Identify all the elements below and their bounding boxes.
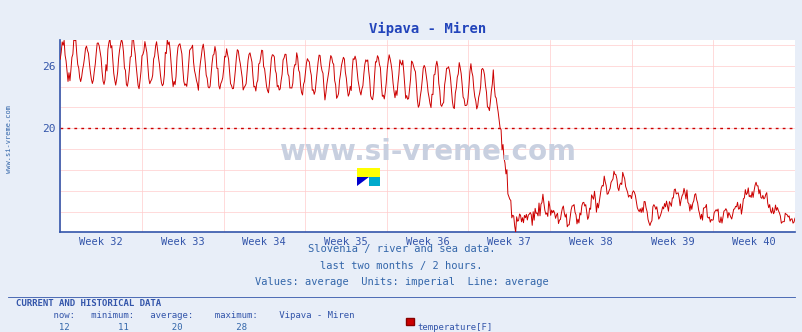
Polygon shape	[357, 168, 379, 177]
Title: Vipava - Miren: Vipava - Miren	[368, 22, 486, 36]
Polygon shape	[357, 177, 368, 186]
Text: www.si-vreme.com: www.si-vreme.com	[279, 137, 575, 166]
Text: Slovenia / river and sea data.: Slovenia / river and sea data.	[307, 244, 495, 254]
Text: CURRENT AND HISTORICAL DATA: CURRENT AND HISTORICAL DATA	[16, 299, 161, 308]
Text: 12         11        20          28: 12 11 20 28	[32, 323, 247, 332]
Text: www.si-vreme.com: www.si-vreme.com	[6, 106, 12, 173]
Text: last two months / 2 hours.: last two months / 2 hours.	[320, 261, 482, 271]
Text: Values: average  Units: imperial  Line: average: Values: average Units: imperial Line: av…	[254, 277, 548, 287]
Polygon shape	[368, 177, 379, 186]
Text: temperature[F]: temperature[F]	[417, 323, 492, 332]
Text: now:   minimum:   average:    maximum:    Vipava - Miren: now: minimum: average: maximum: Vipava -…	[32, 311, 354, 320]
